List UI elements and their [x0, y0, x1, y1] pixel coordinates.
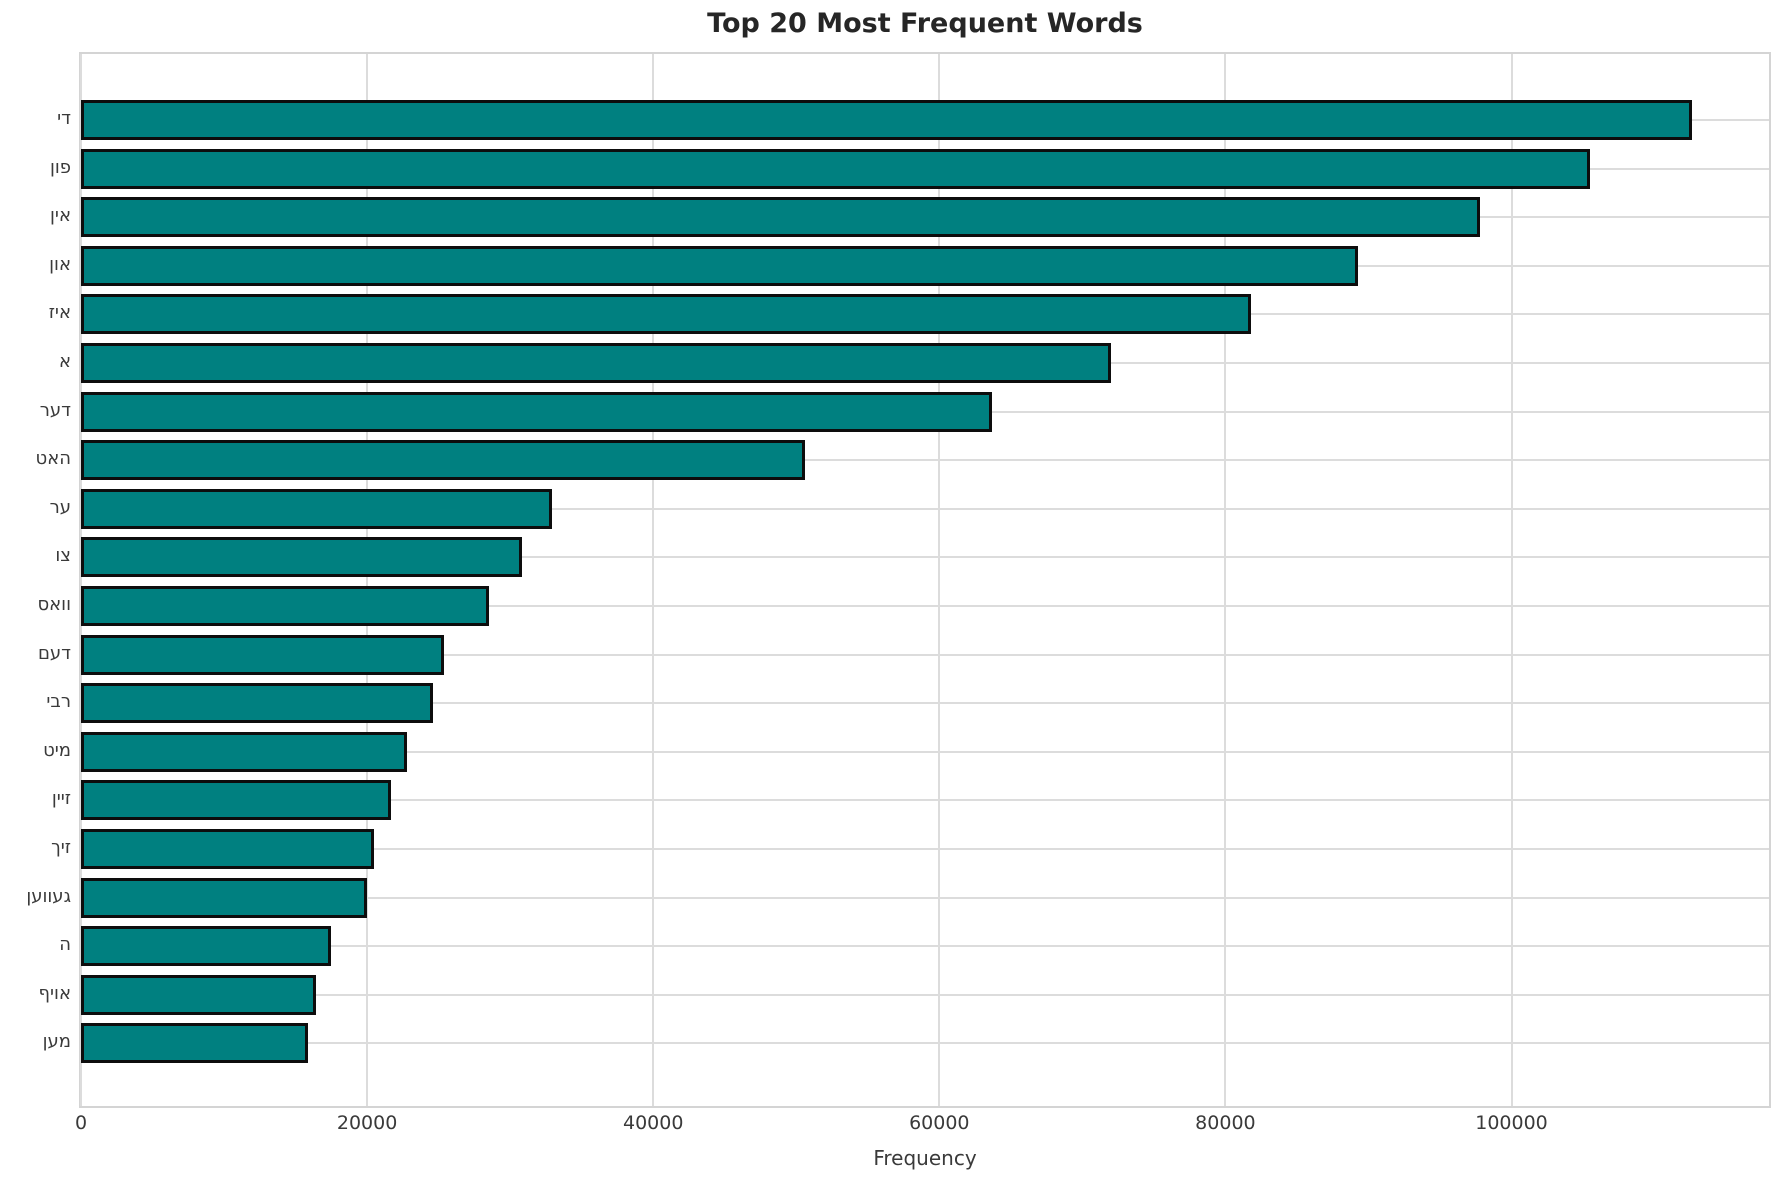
x-tick-label: 0 — [74, 1112, 88, 1134]
x-tick-label: 80000 — [1195, 1112, 1256, 1134]
bar — [81, 440, 805, 481]
bar — [81, 343, 1111, 383]
bar — [81, 683, 433, 724]
y-tick-label: ה — [59, 934, 71, 956]
bar — [81, 294, 1252, 335]
horizontal-gridline — [81, 459, 1769, 462]
y-tick-label: האט — [35, 448, 71, 470]
bar — [81, 634, 445, 675]
y-tick-label: מיט — [43, 739, 71, 761]
horizontal-gridline — [81, 1042, 1769, 1045]
y-tick-label: מען — [42, 1031, 71, 1053]
y-tick-label: געווען — [26, 885, 71, 907]
y-tick-label: אויף — [38, 982, 71, 1004]
y-tick-label: דעם — [37, 642, 71, 664]
y-tick-label: וואס — [37, 594, 71, 615]
x-axis-label: Frequency — [873, 1146, 977, 1170]
bar — [81, 926, 332, 967]
y-tick-label: זיין — [51, 788, 71, 810]
bar — [81, 488, 552, 529]
y-tick-label: דער — [39, 399, 71, 421]
horizontal-gridline — [81, 896, 1769, 899]
y-tick-label: אין — [50, 205, 71, 227]
bar — [81, 780, 392, 821]
plot-area — [80, 54, 1769, 1106]
vertical-gridline — [1510, 54, 1513, 1106]
vertical-gridline — [652, 54, 655, 1106]
vertical-gridline — [1224, 54, 1227, 1106]
x-tick-label: 100000 — [1475, 1112, 1548, 1134]
bar — [81, 537, 522, 578]
bar — [81, 586, 489, 626]
vertical-gridline — [938, 54, 941, 1106]
y-tick-label: די — [57, 108, 71, 129]
y-tick-label: א — [58, 351, 71, 372]
vertical-gridline — [366, 54, 369, 1106]
horizontal-gridline — [81, 799, 1769, 802]
bar — [81, 245, 1359, 286]
bar — [81, 1023, 309, 1064]
x-tick-label: 20000 — [336, 1112, 398, 1134]
bar — [81, 148, 1591, 189]
x-tick-label: 60000 — [909, 1112, 970, 1134]
chart-title: Top 20 Most Frequent Words — [707, 8, 1143, 39]
horizontal-gridline — [81, 848, 1769, 850]
horizontal-gridline — [81, 507, 1769, 510]
bar — [81, 829, 375, 869]
bar — [81, 731, 408, 772]
horizontal-gridline — [81, 653, 1769, 656]
horizontal-gridline — [81, 945, 1769, 948]
y-tick-label: ער — [49, 496, 71, 518]
y-tick-label: און — [49, 253, 71, 275]
y-tick-label: רבי — [46, 691, 71, 713]
bar — [81, 391, 993, 432]
horizontal-gridline — [81, 702, 1769, 705]
bar — [81, 197, 1481, 238]
y-tick-label: פון — [49, 156, 71, 178]
x-tick-label: 40000 — [622, 1112, 684, 1134]
bar — [81, 974, 316, 1015]
horizontal-gridline — [81, 993, 1769, 996]
bar — [81, 877, 368, 918]
horizontal-gridline — [81, 556, 1769, 559]
horizontal-gridline — [81, 750, 1769, 753]
y-tick-label: צו — [55, 545, 71, 567]
bar — [81, 100, 1692, 140]
y-tick-label: איז — [48, 302, 71, 324]
y-tick-label: זיך — [51, 837, 71, 858]
vertical-gridline — [80, 54, 82, 1106]
horizontal-gridline — [81, 605, 1769, 607]
